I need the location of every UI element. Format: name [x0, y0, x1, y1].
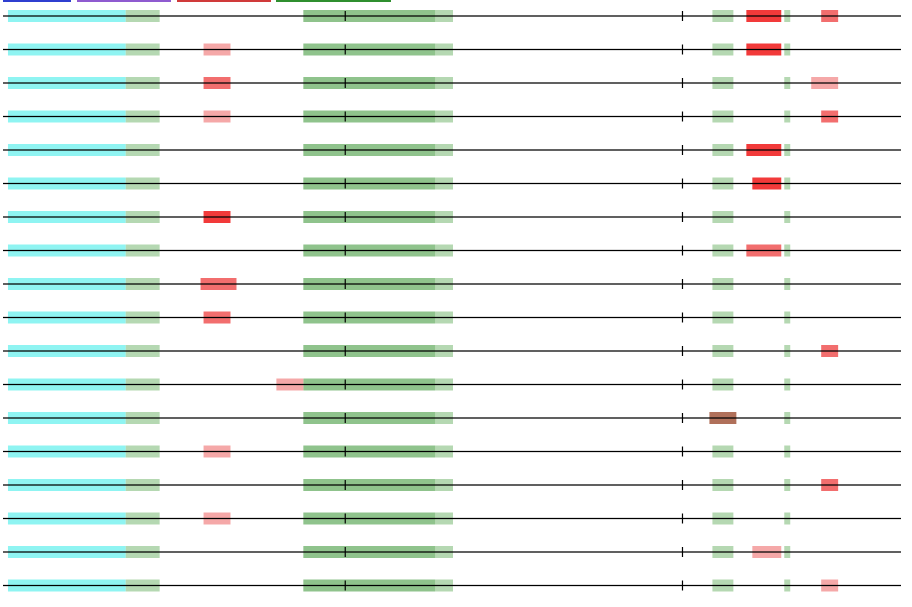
track-row [3, 579, 901, 592]
track-row [3, 479, 901, 491]
legend-swatch-2 [77, 0, 171, 2]
track-row [3, 244, 901, 257]
track-row [3, 378, 901, 391]
track-row [3, 177, 901, 190]
track-row [3, 311, 901, 324]
track-row [3, 144, 901, 156]
track-row [3, 345, 901, 357]
track-row [3, 412, 901, 424]
track-row [3, 211, 901, 223]
track-row [3, 77, 901, 89]
legend-swatch-1 [3, 0, 71, 2]
track-row [3, 278, 901, 290]
track-row [3, 10, 901, 22]
legend-swatch-3 [177, 0, 271, 2]
legend-swatch-4 [276, 0, 391, 2]
track-row [3, 445, 901, 458]
track-row [3, 110, 901, 123]
track-row [3, 43, 901, 56]
track-row [3, 512, 901, 525]
track-row [3, 546, 901, 558]
